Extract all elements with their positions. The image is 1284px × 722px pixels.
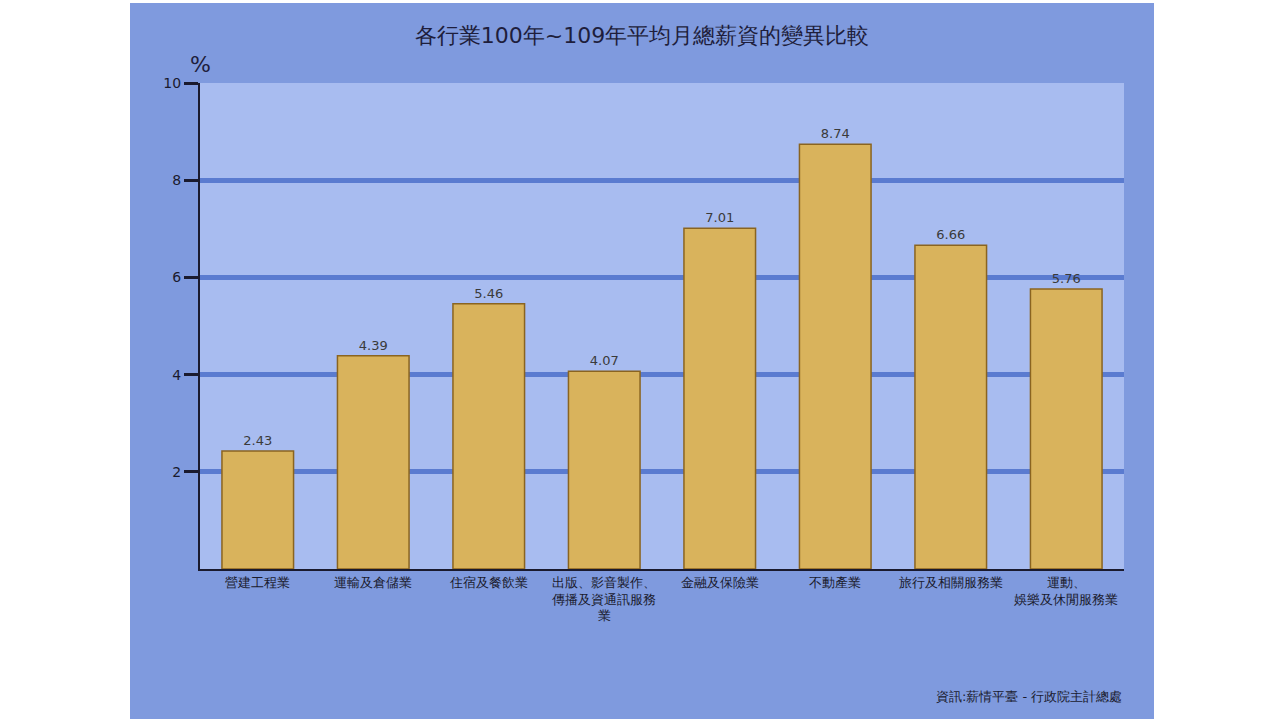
svg-text:5.76: 5.76 [1052,271,1081,286]
svg-text:4.07: 4.07 [590,353,619,368]
svg-text:不動產業: 不動產業 [809,575,861,590]
svg-text:%: % [190,52,211,77]
svg-text:2: 2 [172,464,181,480]
svg-text:各行業100年~109年平均月總薪資的變異比較: 各行業100年~109年平均月總薪資的變異比較 [415,23,869,48]
svg-text:住宿及餐飲業: 住宿及餐飲業 [449,575,528,590]
svg-text:旅行及相關服務業: 旅行及相關服務業 [899,575,1003,590]
svg-text:運輸及倉儲業: 運輸及倉儲業 [334,575,412,590]
svg-text:8: 8 [172,172,181,188]
svg-text:4.39: 4.39 [359,338,388,353]
svg-text:5.46: 5.46 [474,286,503,301]
svg-text:運動、娛樂及休閒服務業: 運動、娛樂及休閒服務業 [1014,575,1118,607]
svg-text:8.74: 8.74 [821,126,850,141]
svg-text:2.43: 2.43 [243,433,272,448]
svg-text:營建工程業: 營建工程業 [225,575,290,590]
svg-text:6: 6 [172,269,181,285]
svg-text:金融及保險業: 金融及保險業 [681,575,759,590]
svg-text:資訊:薪情平臺 - 行政院主計總處: 資訊:薪情平臺 - 行政院主計總處 [936,689,1122,704]
svg-text:6.66: 6.66 [936,227,965,242]
svg-text:出版、影音製作、傳播及資通訊服務業: 出版、影音製作、傳播及資通訊服務業 [551,575,656,624]
svg-text:7.01: 7.01 [705,210,734,225]
svg-text:10: 10 [163,75,181,91]
svg-text:4: 4 [172,367,181,383]
